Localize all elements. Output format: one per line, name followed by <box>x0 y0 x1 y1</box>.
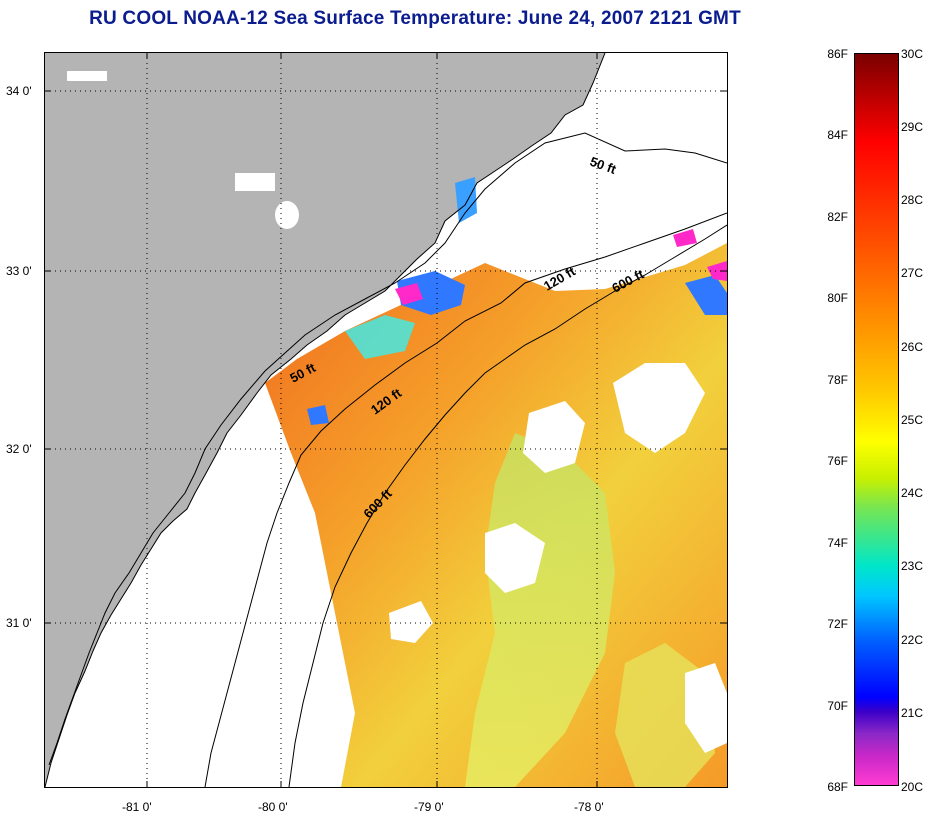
land-mass <box>45 53 605 787</box>
cold-patch <box>345 315 415 359</box>
tick-marks <box>45 53 727 787</box>
colorbar-f-label: 76F <box>827 454 848 468</box>
latitude-label: 31 0' <box>6 616 32 630</box>
colorbar-c-label: 20C <box>901 780 924 794</box>
coastline <box>45 53 606 787</box>
longitude-label: -81 0' <box>122 800 152 814</box>
land-gap <box>275 201 299 229</box>
colorbar-f-label: 80F <box>827 291 848 305</box>
latitude-label: 33 0' <box>6 264 32 278</box>
graticule <box>45 53 727 787</box>
temperature-colorbar <box>854 53 899 786</box>
land-gap <box>235 173 275 191</box>
cool-band <box>465 433 615 787</box>
cloud-gap <box>485 523 545 593</box>
cold-patch <box>395 283 423 305</box>
colorbar-f-label: 72F <box>827 617 848 631</box>
colorbar-c-label: 25C <box>901 413 924 427</box>
land-gap <box>67 71 107 81</box>
colorbar-f-label: 84F <box>827 128 848 142</box>
cloud-gap <box>523 401 585 473</box>
cold-patch <box>707 261 727 281</box>
latitude-label: 34 0' <box>6 84 32 98</box>
cold-patch <box>673 229 697 247</box>
cold-patch <box>685 275 727 315</box>
colorbar-c-label: 23C <box>901 559 924 573</box>
longitude-label: -78 0' <box>574 800 604 814</box>
colorbar-f-label: 74F <box>827 536 848 550</box>
colorbar-f-label: 70F <box>827 699 848 713</box>
sea-surface-temperature-map: 50 ft 50 ft 120 ft 120 ft 600 ft 600 ft <box>44 52 728 788</box>
cold-patch <box>307 405 329 425</box>
cloud-gap <box>685 663 727 753</box>
longitude-label: -80 0' <box>258 800 288 814</box>
depth-contour-120ft <box>204 212 727 787</box>
colorbar-f-label: 68F <box>827 780 848 794</box>
colorbar-f-label: 86F <box>827 47 848 61</box>
cloud-gap <box>613 363 705 453</box>
colorbar-f-label: 82F <box>827 210 848 224</box>
colorbar-c-label: 21C <box>901 706 924 720</box>
cold-patch <box>397 271 465 315</box>
latitude-label: 32 0' <box>6 442 32 456</box>
longitude-label: -79 0' <box>414 800 444 814</box>
depth-contour-50ft <box>48 132 727 766</box>
colorbar-c-label: 24C <box>901 486 924 500</box>
cloud-gap <box>389 601 433 643</box>
colorbar-c-label: 27C <box>901 266 924 280</box>
depth-contour-600ft <box>288 224 727 787</box>
colorbar-c-label: 28C <box>901 193 924 207</box>
colorbar-c-label: 29C <box>901 120 924 134</box>
cold-patch <box>455 177 477 223</box>
map-title: RU COOL NOAA-12 Sea Surface Temperature:… <box>89 8 741 29</box>
colorbar-c-label: 26C <box>901 340 924 354</box>
colorbar-f-label: 78F <box>827 373 848 387</box>
colorbar-c-label: 22C <box>901 633 924 647</box>
colorbar-c-label: 30C <box>901 47 924 61</box>
